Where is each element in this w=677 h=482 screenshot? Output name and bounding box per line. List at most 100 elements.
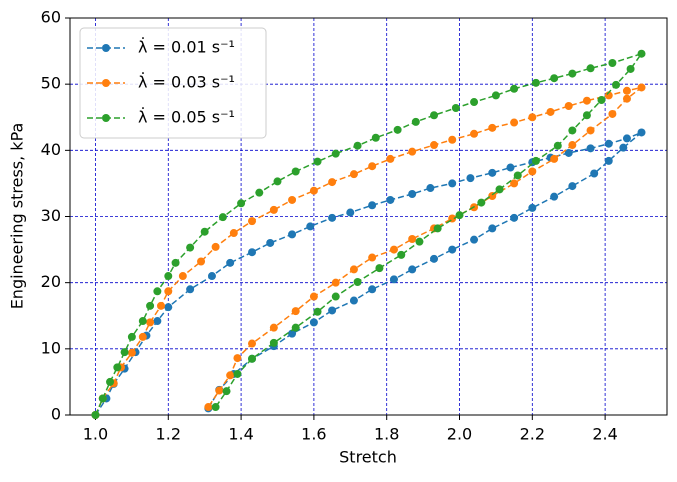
series-line <box>94 86 642 416</box>
plot-frame <box>69 17 668 416</box>
data-point <box>393 125 402 134</box>
data-point <box>164 272 173 281</box>
y-tick-label: 30 <box>41 206 61 225</box>
data-point <box>349 296 358 305</box>
data-point <box>568 141 577 150</box>
data-point <box>331 149 340 158</box>
data-point <box>568 126 577 135</box>
data-point <box>157 301 166 310</box>
data-point <box>368 253 377 262</box>
data-point <box>186 243 195 252</box>
x-axis-label: Stretch <box>339 448 397 467</box>
data-point <box>546 107 555 116</box>
data-point <box>590 169 599 178</box>
data-point <box>408 234 417 243</box>
data-point <box>178 272 187 281</box>
data-point <box>146 301 155 310</box>
legend-label: λ̇ = 0.01 s⁻¹ <box>138 38 235 57</box>
data-point <box>222 387 231 396</box>
data-point <box>153 287 162 296</box>
data-point <box>197 257 206 266</box>
data-point <box>582 111 591 120</box>
x-tick-label: 1.6 <box>301 425 326 444</box>
data-point <box>470 98 479 107</box>
data-point <box>215 386 224 395</box>
legend-marker <box>102 44 110 52</box>
data-point <box>466 174 475 183</box>
data-point <box>430 111 439 120</box>
data-point <box>513 171 522 180</box>
data-point <box>597 96 606 105</box>
data-point <box>510 179 519 188</box>
data-point <box>226 371 235 380</box>
data-point <box>389 275 398 284</box>
data-point <box>430 141 439 150</box>
data-point <box>349 265 358 274</box>
data-point <box>470 235 479 244</box>
data-point <box>269 323 278 332</box>
data-point <box>386 154 395 163</box>
data-point <box>368 285 377 294</box>
data-point <box>171 258 180 267</box>
data-point <box>371 133 380 142</box>
data-point <box>586 144 595 153</box>
data-point <box>397 250 406 259</box>
legend-label: λ̇ = 0.05 s⁻¹ <box>138 108 235 127</box>
data-point <box>306 222 315 231</box>
data-point <box>313 307 322 316</box>
data-point <box>146 318 155 327</box>
y-tick-label: 20 <box>41 272 61 291</box>
data-point <box>211 403 220 412</box>
data-point <box>248 248 257 257</box>
data-point <box>604 91 613 100</box>
data-point <box>488 123 497 132</box>
data-point <box>309 292 318 301</box>
data-point <box>106 377 115 386</box>
data-point <box>127 348 136 357</box>
y-tick-label: 50 <box>41 74 61 93</box>
data-point <box>408 265 417 274</box>
data-point <box>470 129 479 138</box>
data-point <box>586 126 595 135</box>
data-point <box>269 205 278 214</box>
data-point <box>604 139 613 148</box>
data-point <box>273 177 282 186</box>
data-point <box>164 287 173 296</box>
data-point <box>237 199 246 208</box>
data-point <box>255 188 264 197</box>
data-point <box>426 184 435 193</box>
data-point <box>495 185 504 194</box>
data-point <box>331 278 340 287</box>
data-point <box>531 78 540 87</box>
data-point <box>528 167 537 176</box>
data-point <box>488 168 497 177</box>
data-point <box>288 195 297 204</box>
data-point <box>531 156 540 165</box>
data-point <box>528 113 537 122</box>
data-point <box>637 49 646 58</box>
series-line <box>94 131 642 416</box>
legend-box <box>79 27 267 139</box>
data-point <box>229 229 238 238</box>
data-point <box>186 285 195 294</box>
y-tick-label: 60 <box>41 8 61 27</box>
data-point <box>408 147 417 156</box>
data-point <box>491 91 500 100</box>
data-point <box>211 242 220 251</box>
data-point <box>288 329 297 338</box>
data-point <box>506 163 515 172</box>
data-point <box>368 201 377 210</box>
data-point <box>218 213 227 222</box>
data-point <box>586 64 595 73</box>
data-point <box>408 190 417 199</box>
data-point <box>127 332 136 341</box>
data-point <box>309 186 318 195</box>
data-point <box>528 203 537 212</box>
data-point <box>619 143 628 152</box>
data-point <box>608 58 617 67</box>
data-point <box>448 135 457 144</box>
data-point <box>448 179 457 188</box>
data-point <box>477 198 486 207</box>
data-point <box>200 227 209 236</box>
data-point <box>550 154 559 163</box>
